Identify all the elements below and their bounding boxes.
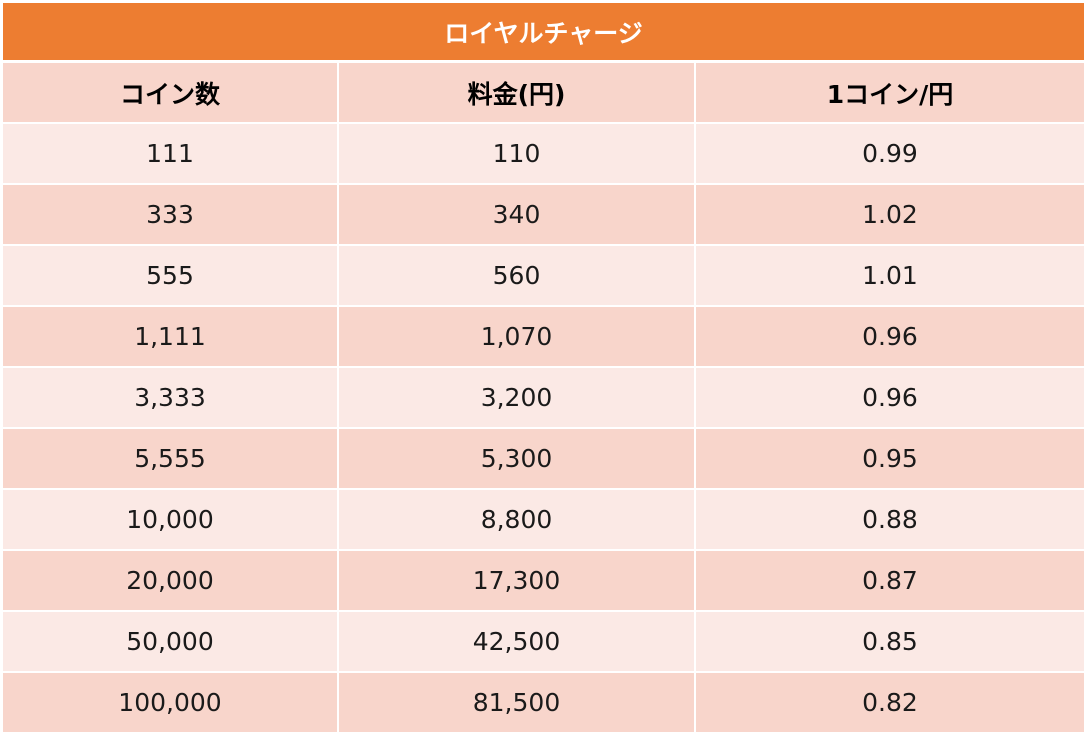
table-title: ロイヤルチャージ [3,3,1084,63]
cell-price-yen: 42,500 [339,612,696,673]
cell-coin-count: 3,333 [3,368,339,429]
cell-coin-count: 333 [3,185,339,246]
cell-price-yen: 5,300 [339,429,696,490]
cell-price-yen: 1,070 [339,307,696,368]
cell-price-yen: 17,300 [339,551,696,612]
cell-coin-count: 1,111 [3,307,339,368]
table-row: 333 340 1.02 [3,185,1084,246]
table-row: 5,555 5,300 0.95 [3,429,1084,490]
table-row: 111 110 0.99 [3,124,1084,185]
table-row: 50,000 42,500 0.85 [3,612,1084,673]
cell-yen-per-coin: 0.82 [696,673,1084,734]
table-row: 100,000 81,500 0.82 [3,673,1084,734]
cell-coin-count: 111 [3,124,339,185]
cell-price-yen: 8,800 [339,490,696,551]
cell-yen-per-coin: 0.88 [696,490,1084,551]
header-price-yen: 料金(円) [339,63,696,124]
header-row: コイン数 料金(円) 1コイン/円 [3,63,1084,124]
royal-charge-table: ロイヤルチャージ コイン数 料金(円) 1コイン/円 111 110 0.99 333… [3,3,1084,734]
cell-yen-per-coin: 0.95 [696,429,1084,490]
cell-yen-per-coin: 0.85 [696,612,1084,673]
cell-price-yen: 81,500 [339,673,696,734]
cell-price-yen: 110 [339,124,696,185]
cell-price-yen: 3,200 [339,368,696,429]
cell-yen-per-coin: 0.96 [696,368,1084,429]
table-row: 3,333 3,200 0.96 [3,368,1084,429]
cell-yen-per-coin: 1.02 [696,185,1084,246]
cell-yen-per-coin: 1.01 [696,246,1084,307]
cell-coin-count: 5,555 [3,429,339,490]
cell-coin-count: 555 [3,246,339,307]
table-row: 555 560 1.01 [3,246,1084,307]
pricing-table-container: ロイヤルチャージ コイン数 料金(円) 1コイン/円 111 110 0.99 333… [3,3,1084,734]
cell-coin-count: 10,000 [3,490,339,551]
cell-coin-count: 50,000 [3,612,339,673]
table-row: 20,000 17,300 0.87 [3,551,1084,612]
cell-coin-count: 100,000 [3,673,339,734]
cell-yen-per-coin: 0.96 [696,307,1084,368]
table-body: 111 110 0.99 333 340 1.02 555 560 1.01 1,111 1,070… [3,124,1084,734]
cell-yen-per-coin: 0.99 [696,124,1084,185]
cell-price-yen: 560 [339,246,696,307]
table-row: 1,111 1,070 0.96 [3,307,1084,368]
table-row: 10,000 8,800 0.88 [3,490,1084,551]
cell-coin-count: 20,000 [3,551,339,612]
header-yen-per-coin: 1コイン/円 [696,63,1084,124]
cell-yen-per-coin: 0.87 [696,551,1084,612]
cell-price-yen: 340 [339,185,696,246]
header-coin-count: コイン数 [3,63,339,124]
